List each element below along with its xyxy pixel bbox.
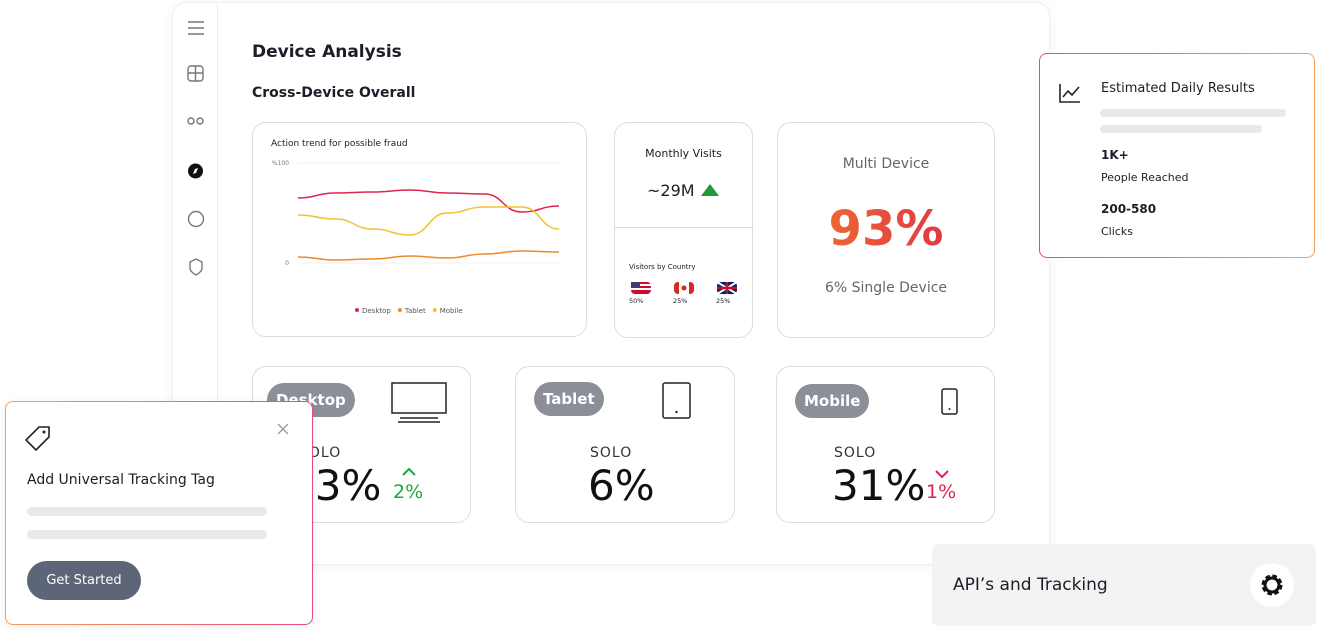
users-icon[interactable]	[187, 117, 195, 125]
results-panel: Estimated Daily Results 1K+ People Reach…	[1039, 53, 1315, 258]
legend-marker	[432, 308, 437, 312]
flags	[631, 281, 738, 295]
tracking-popup: Add Universal Tracking Tag Get Started	[5, 401, 313, 625]
settings-icon[interactable]	[1259, 572, 1285, 598]
api-panel[interactable]: API’s and Tracking	[932, 544, 1316, 626]
visits-value: ~29M	[647, 181, 695, 200]
multi-note: 6% Single Device	[824, 280, 948, 296]
page-title: Device Analysis	[252, 42, 402, 62]
device-card: Mobile SOLO 31% 1%	[776, 366, 995, 523]
device-pill: Mobile	[795, 384, 870, 418]
chart-icon	[1059, 84, 1080, 103]
country-title: Visitors by Country	[629, 263, 696, 271]
money-icon[interactable]	[187, 210, 205, 228]
sidebar-icons	[187, 21, 205, 276]
shield-icon[interactable]	[189, 258, 203, 276]
chart-card: Action trend for possible fraud %100 0 Des…	[252, 122, 587, 337]
legend-marker	[397, 308, 402, 312]
device-value: 6%	[588, 461, 655, 510]
result-label: People Reached	[1101, 171, 1189, 184]
close-button[interactable]	[276, 422, 290, 436]
tag-icon	[24, 426, 50, 452]
legend-marker	[355, 308, 359, 312]
popup-title: Add Universal Tracking Tag	[27, 472, 215, 488]
device-change: 2%	[393, 481, 424, 503]
device-pill: Tablet	[534, 382, 604, 416]
y-tick-label: %100	[272, 160, 289, 167]
series-line	[297, 206, 560, 236]
series-line	[297, 189, 560, 213]
country-share: 25%	[716, 297, 731, 305]
desktop-icon	[391, 382, 447, 423]
menu-icon[interactable]	[188, 21, 204, 35]
up-arrow	[701, 184, 719, 196]
visits-title: Monthly Visits	[645, 147, 722, 160]
y-tick-label: 0	[285, 260, 289, 267]
country-share: 50%	[629, 297, 644, 305]
section-title: Cross-Device Overall	[252, 85, 416, 101]
tablet-icon	[662, 382, 691, 419]
results-title: Estimated Daily Results	[1101, 81, 1255, 96]
mobile-icon	[941, 388, 958, 415]
multi-value: 93%	[778, 201, 994, 257]
device-change: 1%	[926, 481, 957, 503]
device-value: 31%	[832, 461, 926, 510]
main-panel	[172, 2, 1050, 565]
sidebar	[172, 2, 218, 402]
visits-card: Monthly Visits ~29M Visitors by Country …	[614, 122, 754, 338]
device-label: SOLO	[834, 445, 877, 461]
api-title: API’s and Tracking	[953, 575, 1108, 595]
chart: Action trend for possible fraud %100 0 Des…	[271, 139, 560, 315]
series-line	[297, 250, 560, 261]
result-value: 200-580	[1101, 202, 1157, 216]
result-label: Clicks	[1101, 225, 1133, 238]
device-card: Tablet SOLO 6%	[515, 366, 735, 523]
device-label: SOLO	[590, 445, 633, 461]
country-share: 25%	[673, 297, 688, 305]
chart-title: Action trend for possible fraud	[271, 139, 408, 149]
legend-label: Desktop	[362, 307, 391, 315]
result-value: 1K+	[1101, 148, 1129, 162]
legend-label: Tablet	[404, 307, 426, 315]
multi-device-card: Multi Device 93% 6% Single Device	[777, 122, 995, 338]
multi-title: Multi Device	[842, 156, 930, 172]
get-started-button[interactable]: Get Started	[27, 561, 141, 600]
legend-label: Mobile	[440, 307, 463, 315]
